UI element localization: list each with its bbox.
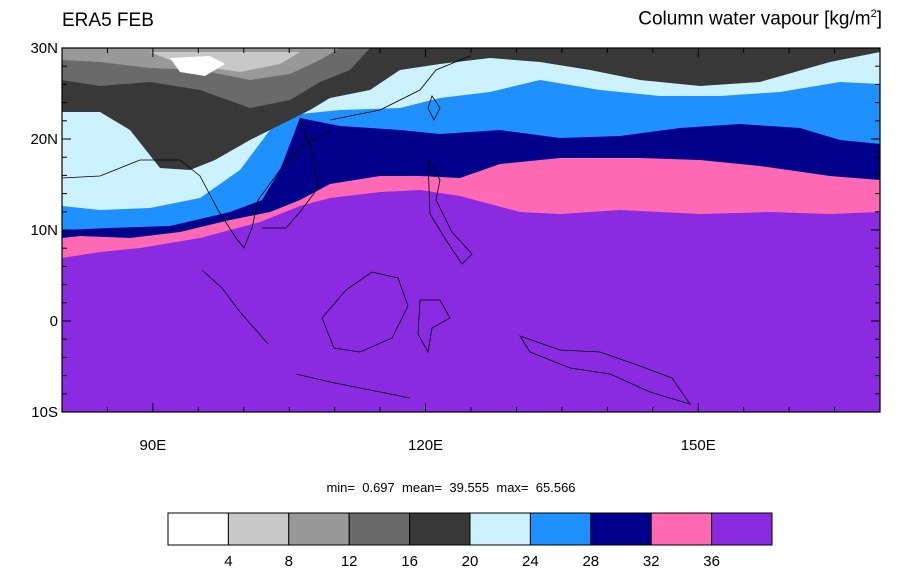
- coast-java: [295, 373, 411, 399]
- map-panel: 30N 20N 10N 0 10S 90E 120E 150E: [30, 40, 881, 454]
- colorbar-label: 36: [703, 553, 720, 570]
- colorbar-label: 24: [522, 553, 539, 570]
- axis-ticks: [61, 47, 881, 413]
- lat-label: 10N: [30, 222, 58, 239]
- coast-sulawesi: [417, 299, 451, 354]
- axis-labels: 30N 20N 10N 0 10S 90E 120E 150E: [30, 40, 715, 454]
- colorbar-swatch: [167, 512, 229, 546]
- coast-china: [329, 55, 471, 121]
- coast-borneo: [321, 271, 409, 353]
- colorbar-swatch: [650, 512, 713, 546]
- vapour-field: [62, 48, 880, 405]
- stats-line: min= 0.697 mean= 39.555 max= 65.566: [326, 480, 576, 495]
- colorbar-label: 4: [224, 553, 232, 570]
- coast-sumatra: [201, 269, 269, 345]
- coast-newguinea: [519, 335, 691, 405]
- colorbar-swatch: [590, 512, 652, 546]
- coast-indochina: [262, 117, 319, 229]
- colorbar-swatch: [409, 512, 471, 546]
- colorbar-label: 16: [401, 553, 418, 570]
- lat-label: 10S: [31, 404, 58, 421]
- band-4: [170, 56, 225, 76]
- colorbar-label: 32: [643, 553, 660, 570]
- lat-label: 30N: [30, 40, 58, 57]
- colorbar-label: 12: [341, 553, 358, 570]
- colorbar-swatch: [227, 512, 290, 546]
- lon-label: 120E: [408, 437, 443, 454]
- colorbar-label: 28: [582, 553, 599, 570]
- lat-label: 0: [50, 313, 58, 330]
- colorbar-swatch: [288, 512, 350, 546]
- colorbar-label: 8: [285, 553, 293, 570]
- colorbar-swatch: [348, 512, 411, 546]
- lon-label: 150E: [681, 437, 716, 454]
- lon-label: 90E: [140, 437, 167, 454]
- colorbar-swatch: [711, 512, 773, 546]
- colorbar-swatch: [529, 512, 592, 546]
- lat-label: 20N: [30, 131, 58, 148]
- colorbar-label: 20: [462, 553, 479, 570]
- band-8: [150, 52, 300, 72]
- variable-title: Column water vapour [kg/m2]: [638, 8, 882, 30]
- colorbar-swatch: [469, 512, 531, 546]
- coast-taiwan: [427, 95, 441, 121]
- coast-india: [62, 129, 331, 249]
- coastlines: [62, 55, 691, 405]
- coast-philippines: [427, 159, 473, 265]
- map-title: ERA5 FEB: [62, 10, 154, 31]
